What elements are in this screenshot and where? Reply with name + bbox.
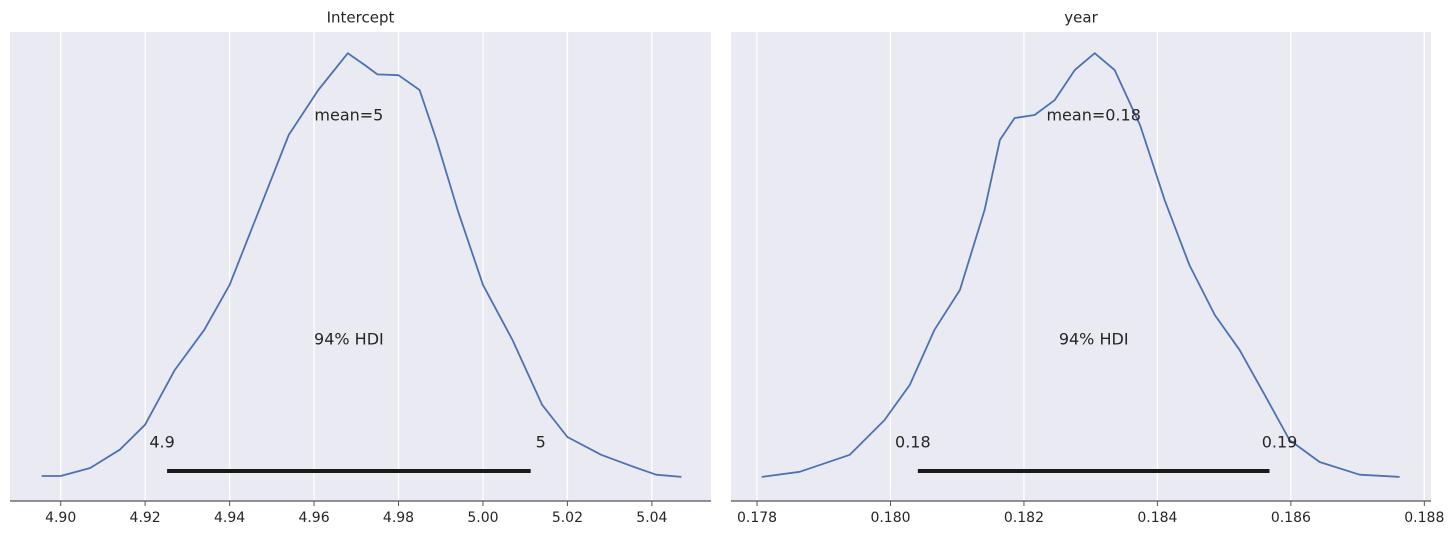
hdi-high-label: 5 xyxy=(536,433,546,452)
mean-label: mean=0.18 xyxy=(1046,106,1140,125)
hdi-low-label: 4.9 xyxy=(149,433,174,452)
x-tick-label: 4.98 xyxy=(383,510,414,526)
x-tick-label: 5.02 xyxy=(552,510,583,526)
x-tick-label: 4.92 xyxy=(130,510,161,526)
x-tick-label: 4.96 xyxy=(298,510,329,526)
hdi-high-label: 0.19 xyxy=(1262,433,1298,452)
x-tick-label: 4.90 xyxy=(45,510,76,526)
x-tick-label: 0.186 xyxy=(1271,510,1311,526)
hdi-label: 94% HDI xyxy=(1059,330,1129,349)
hdi-label: 94% HDI xyxy=(314,330,384,349)
x-tick-label: 0.178 xyxy=(737,510,777,526)
panel-title: Intercept xyxy=(327,9,395,27)
x-tick-label: 5.04 xyxy=(636,510,667,526)
x-tick-label: 0.188 xyxy=(1404,510,1444,526)
panel-title: year xyxy=(1064,9,1098,27)
x-tick-label: 0.184 xyxy=(1137,510,1177,526)
x-tick-label: 4.94 xyxy=(214,510,245,526)
density-line xyxy=(41,52,682,478)
plot-area xyxy=(10,32,711,501)
density-line xyxy=(761,52,1400,478)
hdi-low-label: 0.18 xyxy=(895,433,931,452)
x-tick-label: 5.00 xyxy=(467,510,498,526)
x-tick-label: 0.180 xyxy=(870,510,910,526)
plot-area xyxy=(731,32,1431,501)
x-tick-label: 0.182 xyxy=(1004,510,1044,526)
mean-label: mean=5 xyxy=(314,106,383,125)
